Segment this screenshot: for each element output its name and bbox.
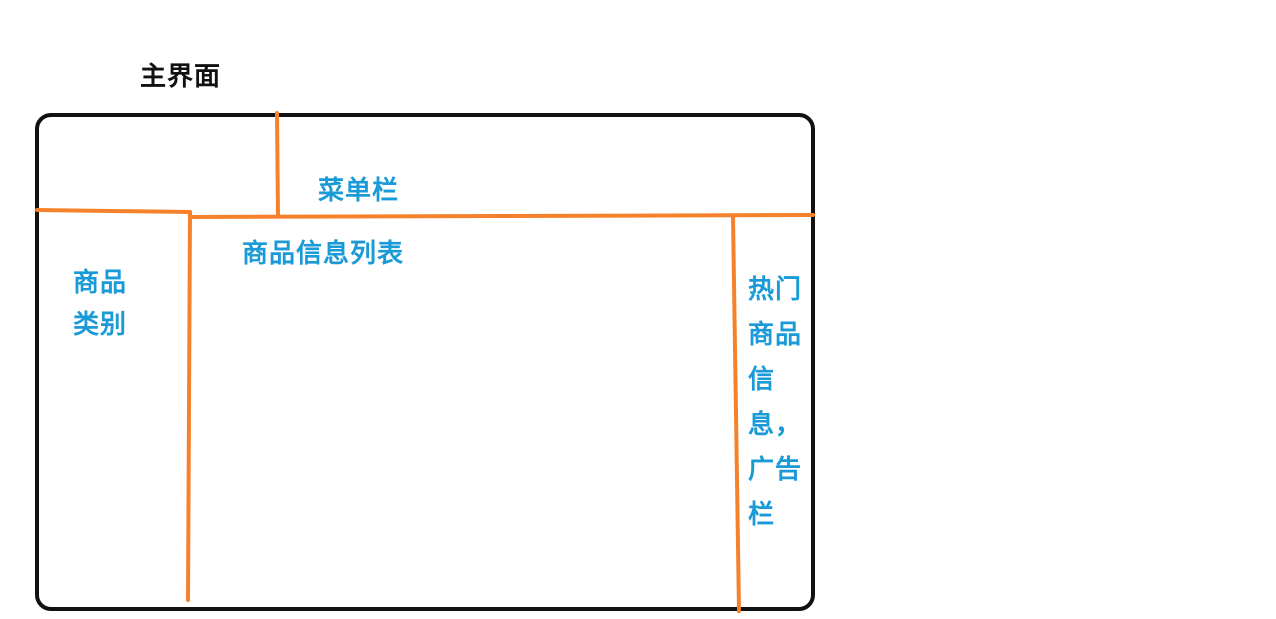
page-title: 主界面 — [140, 62, 222, 92]
product-list-label: 商品信息列表 — [242, 239, 405, 269]
menu-bottom-divider — [188, 213, 815, 219]
menu-left-divider — [275, 111, 280, 218]
category-right-divider — [186, 210, 192, 602]
hot-ads-label: 热门商品信息，广告栏 — [748, 275, 803, 530]
menu-bar-label: 菜单栏 — [318, 176, 400, 206]
hot-left-divider — [731, 215, 741, 613]
main-window-frame — [35, 113, 815, 611]
category-top-divider — [35, 208, 192, 214]
category-label: 商品类别 — [73, 268, 128, 340]
